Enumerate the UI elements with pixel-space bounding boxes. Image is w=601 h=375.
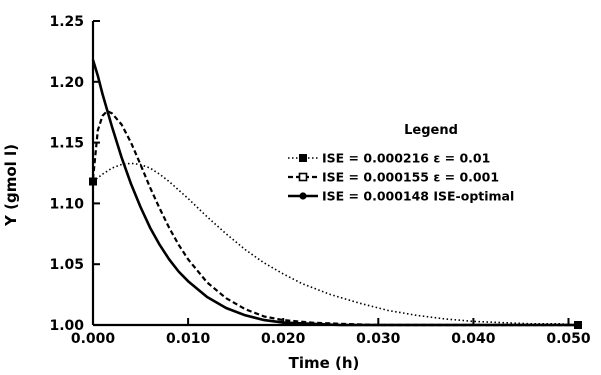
legend-label-3: ISE = 0.000148 ISE-optimal [322,189,514,204]
y-axis-title: Y (gmol l) [2,144,20,227]
x-tick-label: 0.030 [356,331,401,347]
series-line-2 [91,109,578,327]
x-tick-label: 0.010 [166,331,211,347]
x-axis-title: Time (h) [289,354,360,372]
x-tick-label: 0.020 [261,331,306,347]
series-line-3 [91,59,578,327]
axes: 1.00 1.05 1.10 1.15 1.20 1.25 0.000 0.010 0.020 0… [49,14,590,347]
y-tick-label: 1.15 [49,136,84,152]
x-tick-label: 0.050 [546,331,591,347]
legend-label-2: ISE = 0.000155 ε = 0.001 [322,170,499,185]
y-tick-label: 1.20 [49,75,84,91]
series-layer [89,59,582,329]
legend-swatch-marker-1 [299,154,307,162]
legend-swatch-marker-3 [299,192,307,200]
x-tick-label: 0.000 [71,331,116,347]
y-tick-label: 1.00 [49,318,84,334]
y-tick-label: 1.25 [49,14,84,30]
y-tick-label: 1.05 [49,257,84,273]
legend: Legend ISE = 0.000216 ε = 0.01 ISE = 0.00… [288,123,514,204]
series-line-1 [92,162,579,326]
x-tick-label: 0.040 [451,331,496,347]
legend-title: Legend [404,123,458,138]
legend-swatch-marker-2 [298,172,308,182]
y-tick-label: 1.10 [49,196,84,212]
series-1-end-marker [574,321,582,329]
legend-label-1: ISE = 0.000216 ε = 0.01 [322,151,490,166]
